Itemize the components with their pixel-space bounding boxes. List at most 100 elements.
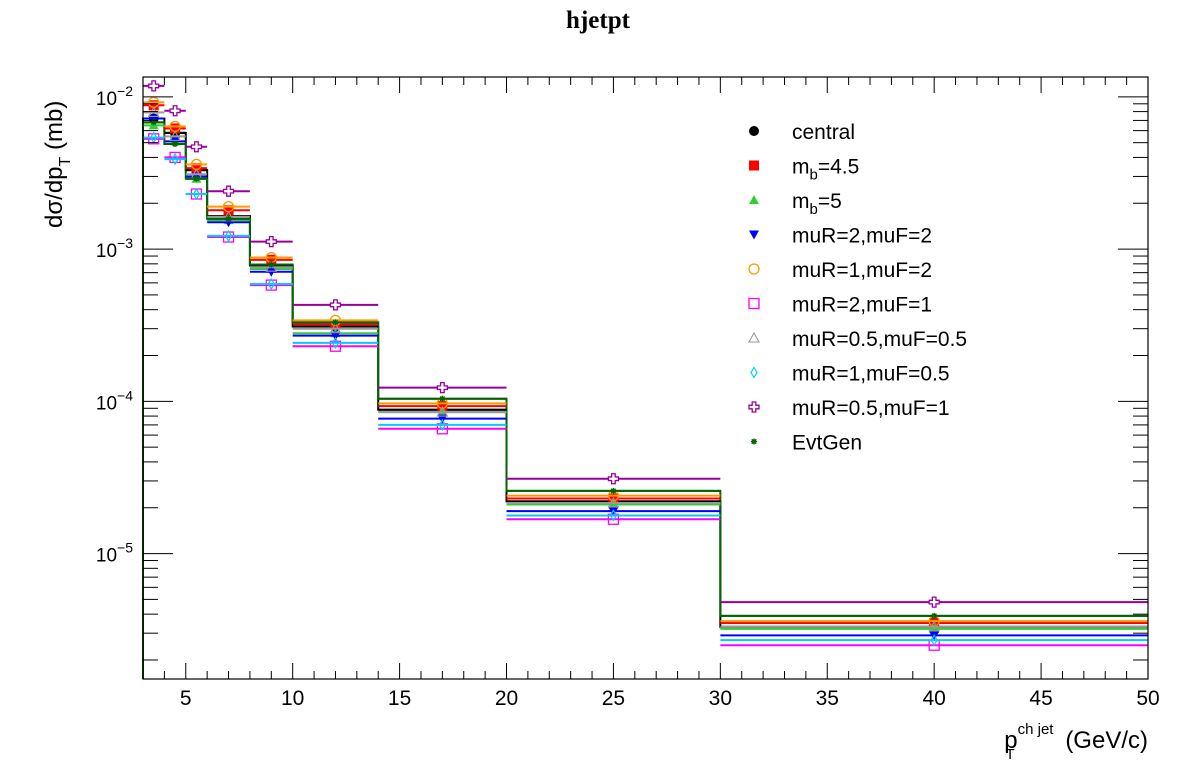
legend-label: EvtGen [792,432,862,455]
legend-label: mb=4.5 [792,156,859,184]
data-point [150,119,157,126]
marker-shape [193,175,200,182]
marker-shape [329,322,342,334]
legend-item-4: muR=1,muF=2 [748,259,932,282]
data-point [170,123,181,134]
marker-shape [265,261,278,272]
data-point [329,340,342,352]
plot-background [143,77,1148,679]
data-point [610,487,617,494]
marker-shape [928,620,941,632]
marker-shape [330,331,341,341]
marker-shape [266,267,277,277]
data-point [148,133,160,145]
legend-item-5: muR=2,muF=1 [748,294,932,317]
marker-shape [190,141,203,153]
marker-shape [148,80,160,92]
marker-shape [332,319,339,326]
y-tick-label: 10−3 [96,235,133,262]
legend-item-1: mb=4.5 [749,156,859,184]
marker-shape [607,496,620,508]
marker-shape [224,229,233,243]
marker-shape [439,395,446,402]
data-point [169,130,182,141]
x-tick-label: 10 [281,687,304,710]
y-tick-label: 10−5 [96,540,133,567]
marker-shape [436,381,449,394]
data-point [266,267,277,277]
series-4 [143,96,1148,627]
data-point [608,499,619,509]
marker-shape [170,123,181,134]
marker-shape [172,141,179,148]
marker-shape [749,126,759,136]
y-tick-label: 10−2 [96,83,133,110]
marker-shape [329,299,342,311]
marker-shape [150,119,157,126]
legend-label: muR=2,muF=1 [792,294,932,317]
marker-shape [148,100,159,111]
legend: central mb=4.5 mb=5 muR=2,muF=2 muR=1,muF=2 m… [748,121,967,455]
data-point [193,175,200,182]
data-point [608,507,619,517]
data-point [436,381,449,394]
marker-shape [748,401,760,413]
x-tick-label: 15 [388,687,411,710]
data-point [329,322,342,334]
marker-shape [268,261,275,268]
marker-shape [608,499,619,509]
marker-shape [930,633,938,647]
data-point [223,205,234,216]
legend-item-7: muR=1,muF=0.5 [750,363,950,386]
data-point [436,405,449,417]
legend-marker [749,195,759,204]
legend-marker [749,230,759,240]
marker-shape [931,612,938,619]
marker-shape [438,418,447,432]
marker-shape [329,340,342,352]
legend-item-0: central [749,121,855,144]
data-point [928,620,941,632]
legend-marker [748,331,760,343]
plot-frame [142,76,1149,680]
marker-shape [609,509,618,522]
marker-shape [329,314,342,327]
data-point [169,151,181,164]
marker-shape [749,195,759,204]
data-point [169,105,181,117]
x-tick-label: 25 [602,687,625,710]
x-tick-label: 50 [1136,687,1159,710]
marker-shape [608,507,619,517]
marker-shape [148,133,160,145]
data-point [172,141,179,148]
data-point [329,299,342,311]
data-point [930,633,938,647]
data-point [265,235,277,248]
series-9 [143,119,1148,619]
data-point [329,314,342,327]
marker-shape [266,254,277,265]
x-tick-label: 40 [922,687,945,710]
legend-label: muR=2,muF=2 [792,225,932,248]
marker-shape [750,366,758,379]
marker-shape [749,230,759,240]
data-point [439,395,446,402]
data-point [148,100,159,111]
plot-area [143,77,1148,679]
legend-marker [750,366,758,379]
marker-shape [610,487,617,494]
data-point [222,185,235,197]
marker-shape [748,331,760,343]
data-point [332,319,339,326]
chart-title: hjetpt [566,7,631,34]
series-8 [143,80,1148,608]
data-point [268,261,275,268]
marker-shape [223,205,234,216]
legend-marker [749,126,759,136]
marker-shape [436,423,449,435]
legend-marker [751,438,757,445]
data-point [609,509,618,522]
data-point [266,254,277,265]
marker-shape [331,336,340,350]
